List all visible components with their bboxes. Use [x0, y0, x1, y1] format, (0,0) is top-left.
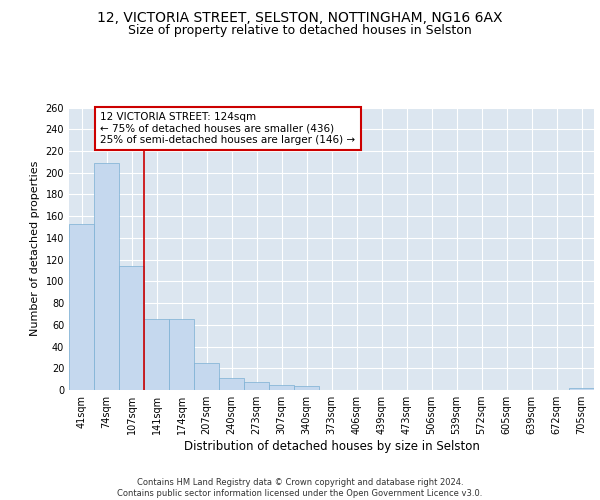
X-axis label: Distribution of detached houses by size in Selston: Distribution of detached houses by size … [184, 440, 479, 453]
Text: 12, VICTORIA STREET, SELSTON, NOTTINGHAM, NG16 6AX: 12, VICTORIA STREET, SELSTON, NOTTINGHAM… [97, 11, 503, 25]
Bar [569, 388, 594, 390]
Bar [269, 384, 294, 390]
Text: Size of property relative to detached houses in Selston: Size of property relative to detached ho… [128, 24, 472, 37]
Bar [169, 320, 194, 390]
Bar [69, 224, 94, 390]
Bar [244, 382, 269, 390]
Bar [194, 363, 219, 390]
Text: 12 VICTORIA STREET: 124sqm
← 75% of detached houses are smaller (436)
25% of sem: 12 VICTORIA STREET: 124sqm ← 75% of deta… [101, 112, 356, 145]
Y-axis label: Number of detached properties: Number of detached properties [30, 161, 40, 336]
Bar [219, 378, 244, 390]
Text: Contains HM Land Registry data © Crown copyright and database right 2024.
Contai: Contains HM Land Registry data © Crown c… [118, 478, 482, 498]
Bar [294, 386, 319, 390]
Bar [94, 163, 119, 390]
Bar [119, 266, 144, 390]
Bar [144, 320, 169, 390]
